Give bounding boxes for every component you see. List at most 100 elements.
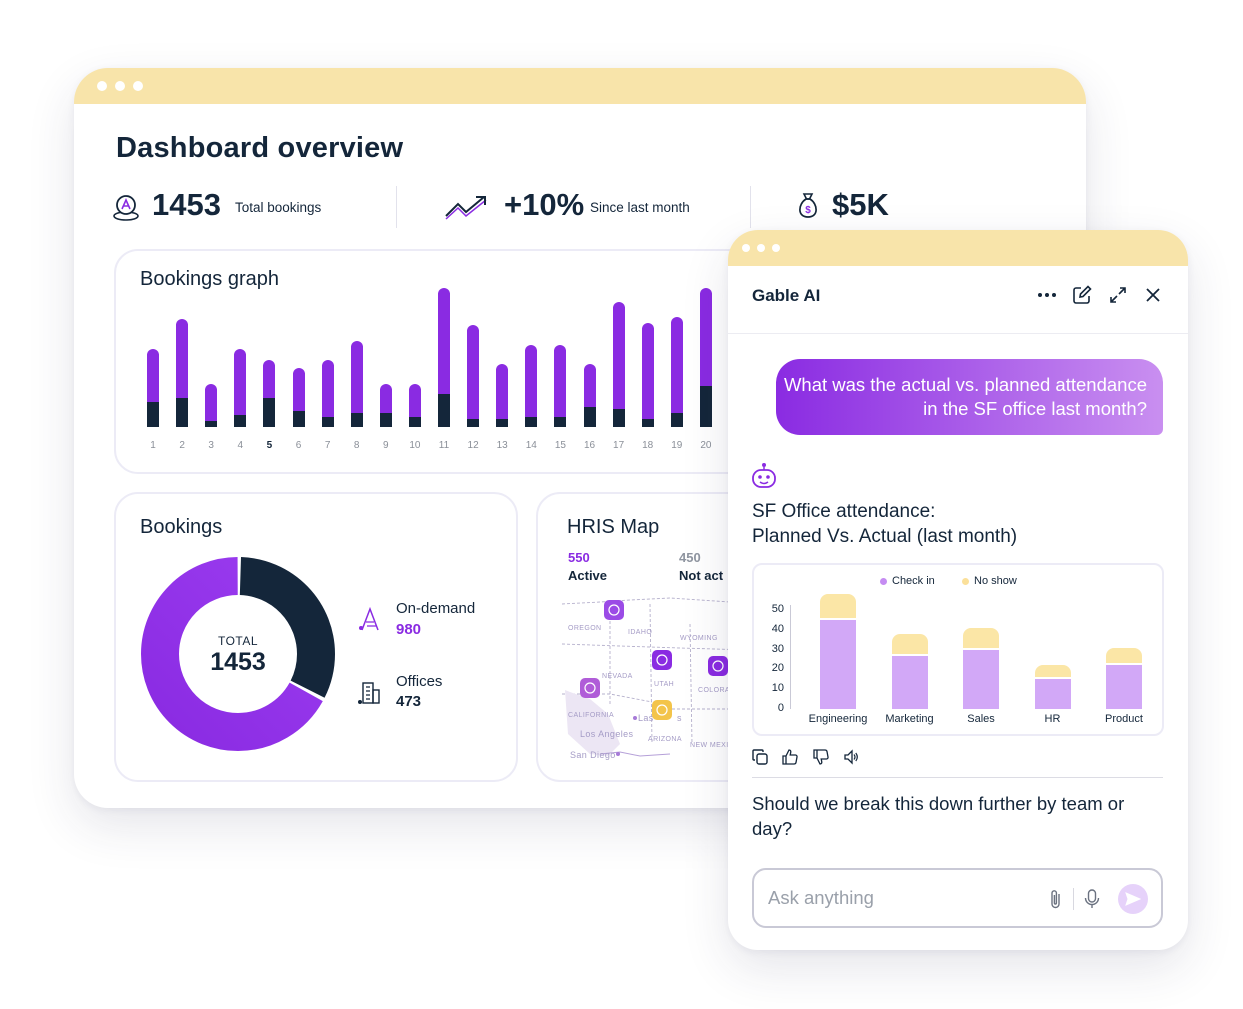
bookings-bar[interactable] <box>525 344 538 427</box>
bookings-bar-segment-base <box>583 407 596 427</box>
bookings-bar[interactable] <box>670 317 683 427</box>
attach-button[interactable] <box>1044 887 1068 911</box>
x-category-label: HR <box>1044 713 1061 725</box>
bookings-bar-segment-total <box>147 348 159 402</box>
x-category-label: Product <box>1105 713 1143 725</box>
bookings-bar[interactable] <box>234 348 247 427</box>
bookings-bar-segment-total <box>176 319 189 398</box>
attendance-bar-segment-no-show <box>891 633 928 654</box>
x-category-label: Engineering <box>808 713 868 725</box>
map-label: IDAHO <box>628 629 652 636</box>
bookings-bar[interactable] <box>292 368 305 427</box>
bookings-bar[interactable] <box>612 301 625 427</box>
expand-icon <box>1110 287 1126 303</box>
y-tick-label: 30 <box>771 642 784 655</box>
trend-up-icon <box>445 196 487 220</box>
close-icon <box>1146 288 1160 302</box>
edit-icon <box>1073 285 1092 304</box>
legend-offices-value: 473 <box>396 693 422 710</box>
x-tick-label: 2 <box>179 440 185 451</box>
expand-button[interactable] <box>1104 283 1132 307</box>
answer-title-line2: Planned Vs. Actual (last month) <box>752 525 1018 547</box>
read-aloud-button[interactable] <box>841 747 861 767</box>
thumbs-up-button[interactable] <box>780 747 800 767</box>
bookings-bar-segment-base <box>176 397 189 427</box>
bookings-bar[interactable] <box>321 360 334 427</box>
map-label: Los Angeles <box>580 729 634 739</box>
bookings-bar[interactable] <box>496 364 509 427</box>
followup-question: Should we break this down further by tea… <box>752 793 1125 839</box>
thumbs-down-icon <box>813 749 829 765</box>
bookings-bar-segment-base <box>234 415 247 427</box>
divider <box>752 777 1163 778</box>
bookings-bar[interactable] <box>699 287 712 427</box>
new-chat-button[interactable] <box>1068 283 1096 307</box>
bookings-graph-card: Bookings graph 1 2 3 4 5 6 7 8 9 10 11 12 13 14 15 16 17… <box>114 249 814 474</box>
x-tick-label: 5 <box>266 440 273 451</box>
chat-input[interactable] <box>768 884 1028 912</box>
bookings-bar[interactable] <box>205 383 218 427</box>
x-tick-label: 10 <box>409 440 421 451</box>
paperclip-icon <box>1051 890 1060 909</box>
attendance-bar[interactable] <box>1106 647 1142 709</box>
stats-row: 1453 Total bookings +10% Since last mont… <box>112 184 1072 234</box>
map-label: OREGON <box>568 625 602 632</box>
bookings-bar-segment-total <box>205 383 218 422</box>
attendance-bar[interactable] <box>1034 665 1071 709</box>
bookings-bar[interactable] <box>147 348 159 427</box>
legend-no-show: No show <box>962 575 1017 587</box>
office-pin-oregon <box>604 600 624 620</box>
copy-button[interactable] <box>750 747 770 767</box>
donut-slice-on-demand[interactable] <box>141 557 335 751</box>
x-tick-label: 19 <box>671 440 683 451</box>
y-tick-label: 40 <box>771 622 784 635</box>
attendance-bar[interactable] <box>891 633 928 709</box>
svg-text:$: $ <box>805 205 811 216</box>
chat-title: Gable AI <box>752 286 821 305</box>
window-dot <box>757 244 765 252</box>
stat-revenue-value: $5K <box>832 187 889 222</box>
legend-no-show-label: No show <box>974 575 1017 587</box>
legend-swatch <box>962 577 969 585</box>
bookings-bar-segment-total <box>699 287 712 386</box>
legend-swatch <box>880 577 887 585</box>
x-tick-label: 20 <box>700 440 712 451</box>
bookings-bar[interactable] <box>554 344 567 427</box>
bookings-bar-segment-total <box>612 301 625 410</box>
y-tick-label: 50 <box>771 603 784 615</box>
bookings-bar[interactable] <box>263 360 276 427</box>
bookings-bar-segment-base <box>408 417 421 427</box>
microphone-button[interactable] <box>1080 887 1104 911</box>
copy-icon <box>752 749 768 765</box>
bookings-bar[interactable] <box>438 287 450 427</box>
bookings-bar[interactable] <box>176 319 189 427</box>
attendance-bar[interactable] <box>963 627 999 709</box>
attendance-bar-segment-no-show <box>1034 665 1071 678</box>
on-demand-icon <box>359 606 379 631</box>
bookings-bar[interactable] <box>583 364 596 427</box>
close-button[interactable] <box>1139 283 1167 307</box>
speaker-icon <box>844 749 858 765</box>
hris-inactive-label: Not act <box>679 568 724 583</box>
map-label: s <box>677 713 682 723</box>
bookings-bar[interactable] <box>467 325 480 427</box>
bookings-bar-chart: 1 2 3 4 5 6 7 8 9 10 11 12 13 14 15 16 17 18 19 20 <box>116 251 816 476</box>
bookings-bar[interactable] <box>641 323 654 427</box>
bookings-bar[interactable] <box>350 340 363 427</box>
legend-on-demand-label: On-demand <box>396 600 476 617</box>
bookings-bar[interactable] <box>408 383 421 427</box>
attendance-bar-segment-check-in <box>963 647 999 709</box>
thumbs-down-button[interactable] <box>811 747 831 767</box>
legend-check-in: Check in <box>880 575 935 587</box>
attendance-bar[interactable] <box>820 594 856 709</box>
office-pin-utah <box>652 650 672 670</box>
bookings-bar-segment-total <box>234 348 247 416</box>
chat-input-box[interactable] <box>752 868 1163 928</box>
send-button[interactable] <box>1118 884 1148 914</box>
bookings-bar[interactable] <box>379 383 392 427</box>
donut-slice-offices[interactable] <box>141 557 335 751</box>
bookings-bar-segment-base <box>699 385 712 427</box>
more-options-button[interactable] <box>1033 283 1061 307</box>
x-tick-label: 13 <box>496 440 508 451</box>
window-dot <box>97 81 107 91</box>
